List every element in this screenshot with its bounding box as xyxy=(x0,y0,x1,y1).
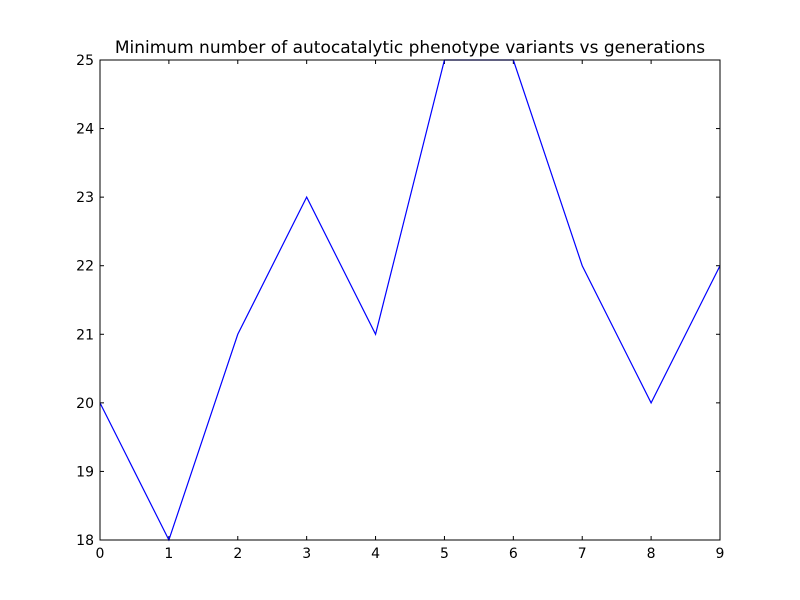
y-tick-label: 24 xyxy=(76,122,94,138)
plot-frame xyxy=(99,59,721,541)
series-group xyxy=(99,59,721,542)
x-tick-label: 8 xyxy=(647,546,656,562)
x-tick-label: 7 xyxy=(578,546,587,562)
x-tick-label: 2 xyxy=(233,546,242,562)
chart-title: Minimum number of autocatalytic phenotyp… xyxy=(115,38,705,58)
x-tick-label: 5 xyxy=(440,546,449,562)
y-tick-label: 21 xyxy=(76,327,94,343)
x-tick-label: 1 xyxy=(164,546,173,562)
x-tick-label: 9 xyxy=(716,546,725,562)
x-tick-label: 0 xyxy=(96,546,105,562)
x-tick-label: 6 xyxy=(509,546,518,562)
x-tick-label: 3 xyxy=(302,546,311,562)
y-tick-label: 20 xyxy=(76,396,94,412)
y-tick-label: 25 xyxy=(76,53,94,69)
y-tick-label: 19 xyxy=(76,464,94,480)
y-tick-label: 22 xyxy=(76,259,94,275)
plot-area xyxy=(100,60,720,540)
y-tick-label: 23 xyxy=(76,190,94,206)
y-tick-label: 18 xyxy=(76,533,94,549)
x-tick-label: 4 xyxy=(371,546,380,562)
series-line xyxy=(99,59,721,542)
